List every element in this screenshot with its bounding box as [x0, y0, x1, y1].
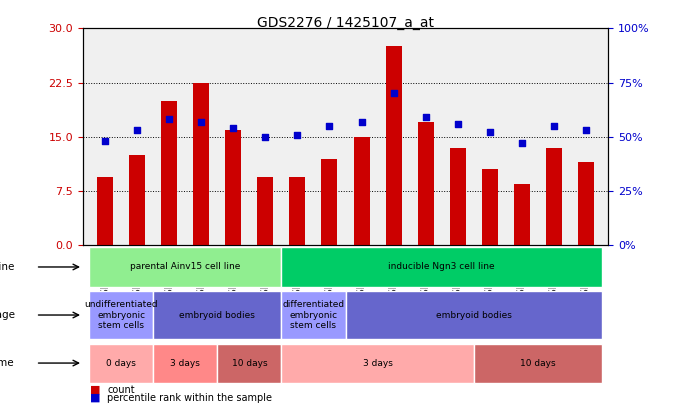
FancyBboxPatch shape — [281, 247, 602, 286]
Point — [196, 118, 207, 125]
Point — [548, 123, 559, 129]
FancyBboxPatch shape — [281, 291, 346, 339]
Bar — [193, 83, 209, 245]
Bar — [225, 130, 241, 245]
FancyBboxPatch shape — [218, 343, 281, 383]
Text: embryoid bodies: embryoid bodies — [435, 311, 511, 320]
Bar — [290, 177, 305, 245]
Bar — [354, 137, 370, 245]
Bar — [513, 184, 529, 245]
FancyBboxPatch shape — [89, 343, 153, 383]
Point — [164, 116, 175, 123]
Bar — [129, 155, 145, 245]
FancyBboxPatch shape — [153, 343, 218, 383]
FancyBboxPatch shape — [153, 291, 281, 339]
FancyBboxPatch shape — [89, 291, 153, 339]
Text: cell line: cell line — [0, 262, 15, 272]
Point — [420, 114, 431, 121]
Text: inducible Ngn3 cell line: inducible Ngn3 cell line — [388, 262, 495, 271]
Text: 0 days: 0 days — [106, 358, 136, 368]
Point — [292, 131, 303, 138]
Bar — [578, 162, 594, 245]
Point — [516, 140, 527, 147]
Text: percentile rank within the sample: percentile rank within the sample — [107, 393, 272, 403]
Text: time: time — [0, 358, 15, 368]
Text: ■: ■ — [90, 393, 100, 403]
FancyBboxPatch shape — [473, 343, 602, 383]
Text: undifferentiated
embryonic
stem cells: undifferentiated embryonic stem cells — [84, 300, 158, 330]
Point — [484, 129, 495, 136]
Point — [388, 90, 399, 97]
FancyBboxPatch shape — [89, 247, 281, 286]
Point — [228, 125, 239, 131]
Text: count: count — [107, 385, 135, 395]
Bar — [97, 177, 113, 245]
Point — [100, 138, 111, 145]
Text: development stage: development stage — [0, 310, 15, 320]
Text: 10 days: 10 days — [520, 358, 556, 368]
Text: 10 days: 10 days — [231, 358, 267, 368]
Bar — [162, 101, 178, 245]
Point — [452, 121, 463, 127]
Text: differentiated
embryonic
stem cells: differentiated embryonic stem cells — [283, 300, 345, 330]
Point — [324, 123, 335, 129]
Bar — [321, 158, 337, 245]
Text: parental Ainv15 cell line: parental Ainv15 cell line — [130, 262, 240, 271]
Text: 3 days: 3 days — [363, 358, 392, 368]
Point — [580, 127, 591, 134]
Bar — [417, 122, 433, 245]
Text: GDS2276 / 1425107_a_at: GDS2276 / 1425107_a_at — [257, 16, 434, 30]
Point — [356, 118, 367, 125]
Bar — [450, 148, 466, 245]
FancyBboxPatch shape — [346, 291, 602, 339]
Point — [132, 127, 143, 134]
FancyBboxPatch shape — [281, 343, 473, 383]
Bar — [386, 47, 401, 245]
Bar — [258, 177, 274, 245]
Point — [260, 134, 271, 140]
Text: ■: ■ — [90, 385, 100, 395]
Bar — [546, 148, 562, 245]
Text: embryoid bodies: embryoid bodies — [180, 311, 256, 320]
Bar — [482, 169, 498, 245]
Text: 3 days: 3 days — [171, 358, 200, 368]
